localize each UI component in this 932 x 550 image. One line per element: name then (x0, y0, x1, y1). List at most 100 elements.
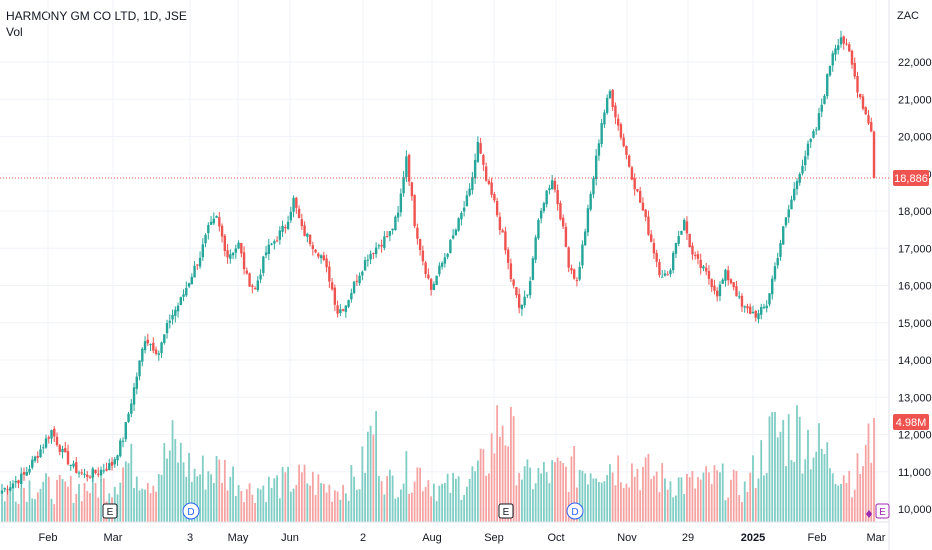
volume-bar (625, 483, 628, 522)
candle-body (119, 440, 122, 457)
volume-bar (254, 502, 256, 522)
volume-bar (570, 456, 573, 522)
volume-bar (245, 489, 248, 522)
candle-body (317, 253, 320, 257)
volume-bar (708, 472, 710, 522)
volume-bar (686, 473, 688, 522)
volume-bar (548, 483, 551, 522)
volume-bar (565, 466, 567, 522)
candle-body (50, 430, 53, 439)
candle-body (179, 297, 183, 306)
candle-body (850, 50, 854, 65)
candle-body (347, 300, 350, 307)
candle-body (512, 279, 515, 286)
volume-bar (380, 481, 383, 522)
volume-bar (551, 460, 554, 522)
candle-body (872, 131, 876, 178)
candle-body (729, 279, 733, 284)
volume-bar (3, 501, 6, 522)
volume-bar (534, 483, 537, 522)
volume-bar (314, 494, 317, 522)
volume-bar (201, 455, 204, 522)
volume-bar (259, 489, 262, 522)
volume-bar (248, 483, 251, 522)
y-tick-label: 15,000 (898, 318, 932, 330)
volume-bar (732, 469, 735, 522)
candle-body (113, 459, 116, 465)
volume-bar (17, 503, 20, 522)
volume-bar (543, 461, 545, 522)
candle-body (608, 91, 612, 98)
candle-body (14, 481, 17, 483)
candle-body (531, 258, 535, 280)
volume-bar (119, 482, 122, 522)
candle-body (253, 288, 257, 290)
volume-bar (61, 478, 64, 522)
volume-bar (738, 495, 741, 522)
volume-bar (578, 469, 581, 522)
y-tick-label: 20,000 (898, 132, 932, 144)
volume-bar (754, 488, 757, 522)
earnings-marker-label: E (503, 507, 510, 518)
volume-bar (28, 480, 31, 522)
candle-body (31, 459, 34, 468)
candle-body (22, 472, 26, 475)
volume-bar (265, 502, 267, 522)
candle-body (427, 274, 430, 279)
candle-body (361, 271, 364, 276)
candle-body (47, 437, 50, 439)
candle-body (820, 104, 823, 112)
candle-body (823, 95, 826, 104)
candle-body (528, 281, 532, 296)
candle-body (619, 124, 623, 138)
volume-bar (427, 480, 430, 522)
volume-bar (45, 473, 47, 522)
candle-body (248, 273, 251, 287)
x-tick-label: Mar (867, 532, 886, 544)
volume-bar (454, 478, 457, 522)
volume-bar (369, 425, 372, 522)
candle-body (336, 305, 339, 314)
volume-bar (449, 492, 452, 522)
candle-body (204, 234, 207, 244)
volume-bar (498, 436, 501, 522)
candle-body (440, 262, 444, 267)
volume-bar (870, 462, 873, 522)
volume-bar (72, 502, 75, 522)
volume-bar (339, 499, 342, 522)
volume-bar (823, 454, 826, 522)
volume-bar (829, 468, 831, 522)
candle-body (42, 447, 45, 449)
candle-body (754, 311, 757, 318)
candle-body (91, 468, 94, 478)
volume-bar (386, 476, 389, 522)
volume-bar (416, 467, 419, 522)
candle-body (523, 296, 526, 306)
volume-bar (303, 464, 306, 522)
volume-bar (188, 452, 190, 522)
volume-bar (526, 459, 529, 522)
candle-body (344, 305, 348, 312)
currency-badge[interactable]: ZAC (897, 10, 919, 22)
volume-bar (53, 504, 56, 522)
candle-body (424, 262, 427, 274)
candle-body (295, 197, 298, 208)
volume-bar (785, 466, 787, 522)
volume-bar (144, 489, 146, 522)
volume-bar (9, 487, 12, 522)
volume-bar (476, 460, 479, 522)
volume-bar (229, 476, 232, 522)
event-markers[interactable]: E ED D E (102, 502, 890, 520)
volume-bar (639, 490, 642, 522)
y-tick-label: 16,000 (898, 281, 932, 293)
candle-body (815, 129, 818, 131)
candle-body (768, 293, 771, 305)
volume-bar (226, 490, 229, 522)
volume-bar (716, 470, 719, 522)
x-tick-label: Sep (484, 532, 504, 544)
volume-bar (372, 434, 375, 522)
candle-body (561, 217, 565, 227)
candle-body (64, 448, 67, 453)
candle-body (782, 226, 785, 245)
